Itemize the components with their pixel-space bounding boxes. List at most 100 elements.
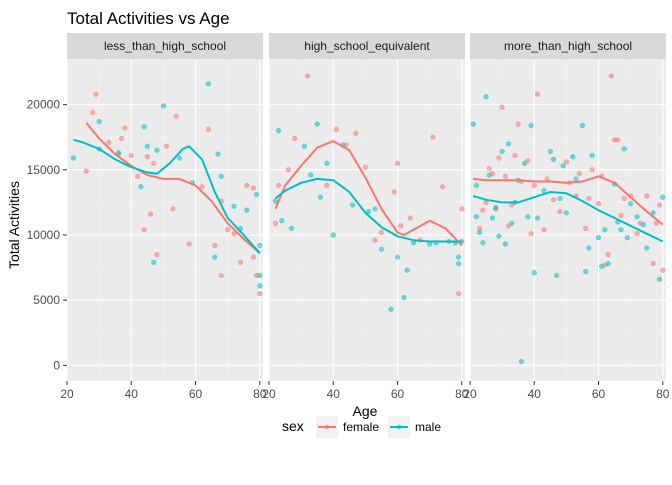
male-smooth-line [274,177,462,243]
x-tick-label: 60 [189,387,203,401]
female-point [362,164,369,170]
male-point [70,155,77,161]
female-point [496,155,502,161]
female-point [83,168,89,174]
male-point [557,195,563,202]
female-point [653,220,660,226]
female-point [660,267,666,273]
male-point [489,215,496,221]
male-point [394,254,401,260]
y-axis: 0 5000 10000 15000 20000 [27,98,67,372]
male-point [493,204,499,211]
facet-panel-more-than-high-school: more_than_high_school 20 40 60 80 [463,33,670,401]
female-point [656,202,663,208]
male-point [96,118,102,125]
male-point [509,220,515,226]
male-point [176,155,183,161]
male-point [275,128,282,134]
y-axis-label: Total Activities [6,181,22,269]
facet-strip [269,33,465,59]
male-point [253,191,260,198]
male-point [621,146,627,152]
female-point [455,291,462,297]
y-tick-label: 5000 [33,293,60,307]
female-point [90,109,96,116]
female-point [154,251,160,258]
female-point [141,227,147,233]
male-point [141,124,147,130]
male-point [563,210,570,216]
male-point [257,242,263,249]
male-point [634,214,640,220]
y-tick-label: 15000 [27,163,61,177]
x-tick-label: 80 [656,387,670,401]
female-point [634,231,640,237]
male-point [605,261,611,267]
female-point [557,208,563,215]
female-points [83,91,263,297]
male-point [314,121,320,127]
female-point [586,195,592,202]
male-point [583,268,589,275]
female-point [541,227,547,233]
male-smooth-line [472,191,664,243]
male-point [505,141,512,147]
facet-strip [470,33,666,59]
male-point [589,152,595,159]
x-tick-label: 60 [391,387,405,401]
female-point [250,254,257,260]
y-tick-label: 0 [53,358,60,372]
male-point [144,143,150,149]
female-point [212,242,218,249]
male-point [521,160,528,166]
legend-key-point [324,424,330,430]
legend: sex female male [282,416,441,438]
female-point [199,184,205,190]
male-point [401,294,407,301]
female-point [170,206,176,212]
male-point [138,184,144,190]
facet-panel-less-than-high-school: less_than_high_school 20 40 60 80 [60,33,267,401]
male-point [628,201,634,207]
male-point [349,202,356,208]
male-point [531,270,537,276]
female-point [118,135,125,142]
facet-panel-high-school-equivalent: high_school_equivalent 20 40 60 80 [262,33,469,401]
male-point [640,221,647,228]
facet-strip-label: more_than_high_school [504,39,632,53]
female-point [618,212,624,219]
chart-title: Total Activities vs Age [67,9,230,28]
panel-background [269,59,465,381]
male-point [378,246,385,252]
female-point [205,126,212,133]
male-point [288,225,295,232]
female-point [644,193,650,199]
female-point [512,152,518,159]
female-point [608,73,615,79]
female-point [531,182,537,189]
male-point [244,207,250,213]
x-axis-label: Age [353,403,378,419]
legend-item-female: female [316,416,379,438]
female-point [398,223,404,229]
x-tick-label: 20 [463,387,477,401]
female-point [285,167,291,173]
male-point [547,148,553,155]
x-tick-label: 20 [262,387,276,401]
female-point [615,137,621,143]
panel-background [470,59,666,381]
male-point [534,215,541,221]
x-tick-label: 60 [592,387,606,401]
female-point [173,113,179,120]
female-point [439,184,446,190]
female-point [244,182,250,189]
female-point [353,130,359,136]
x-tick-label: 40 [528,387,542,401]
female-point [292,135,298,142]
x-tick-label: 20 [60,387,74,401]
y-tick-label: 20000 [27,98,61,112]
female-point [333,126,340,133]
male-point [624,234,631,241]
